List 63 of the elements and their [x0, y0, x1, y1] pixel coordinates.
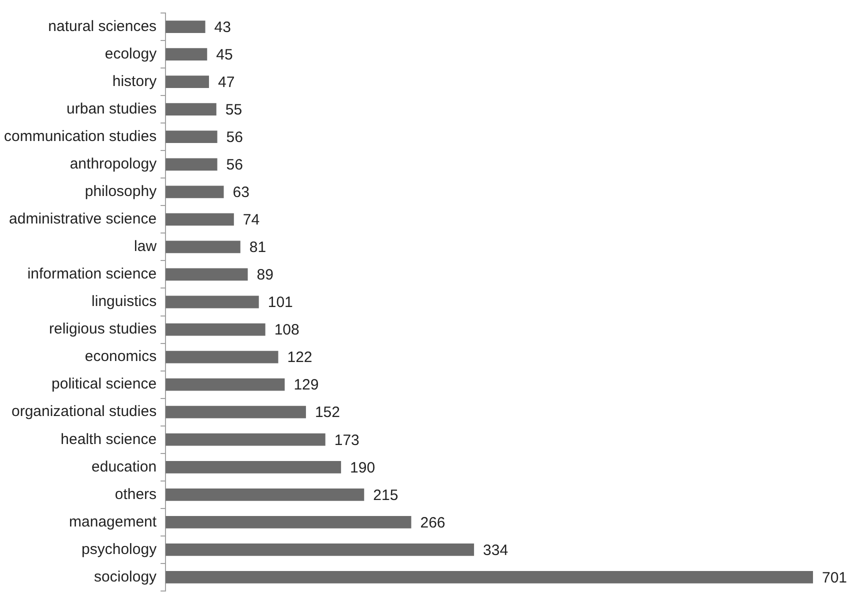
- data-label: 47: [218, 74, 235, 91]
- bar: [166, 378, 285, 391]
- bar: [166, 130, 218, 144]
- data-label: 152: [314, 404, 340, 422]
- bar: [166, 488, 364, 501]
- bar: [166, 76, 209, 88]
- y-tick-label: ecology: [104, 45, 158, 62]
- y-tick-label: administrative science: [9, 210, 157, 228]
- data-label: 266: [420, 514, 446, 532]
- bar: [166, 516, 412, 528]
- data-label: 81: [249, 239, 266, 256]
- data-label: 56: [226, 156, 243, 174]
- bar: [166, 158, 218, 171]
- data-label: 43: [214, 18, 231, 36]
- y-tick-label: organizational studies: [11, 403, 157, 420]
- y-tick-label: history: [112, 72, 158, 90]
- y-tick-label: sociology: [94, 568, 158, 586]
- y-tick-label: education: [92, 458, 157, 476]
- y-tick-label: communication studies: [4, 128, 157, 145]
- bar: [166, 433, 326, 446]
- y-tick-label: health science: [60, 430, 157, 448]
- data-label: 101: [268, 294, 293, 312]
- y-tick-label: linguistics: [92, 293, 157, 310]
- y-tick-label: others: [114, 486, 157, 503]
- bar: [166, 20, 206, 33]
- y-tick-label: management: [69, 513, 158, 530]
- bar: [166, 240, 240, 254]
- y-tick-label: economics: [84, 348, 157, 366]
- y-tick-label: information science: [27, 266, 157, 283]
- y-tick-label: philosophy: [84, 183, 158, 200]
- data-label: 701: [822, 569, 848, 586]
- y-tick-label: natural sciences: [48, 18, 157, 35]
- bar: [166, 571, 813, 584]
- data-label: 173: [334, 432, 360, 449]
- bar: [166, 48, 208, 60]
- data-label: 215: [373, 486, 398, 504]
- bar: [166, 544, 474, 556]
- y-tick-label: urban studies: [66, 100, 157, 118]
- data-label: 129: [294, 376, 319, 394]
- y-tick-label: political science: [52, 376, 157, 393]
- data-label: 74: [242, 212, 260, 229]
- bar: [166, 186, 224, 198]
- data-label: 55: [225, 101, 242, 118]
- bar: [166, 268, 248, 281]
- bar: [166, 406, 306, 418]
- data-label: 334: [483, 542, 508, 559]
- data-label: 45: [216, 46, 233, 64]
- y-tick-label: religious studies: [49, 320, 157, 338]
- y-tick-label: psychology: [82, 540, 158, 558]
- y-tick-label: law: [134, 238, 157, 256]
- data-label: 108: [274, 322, 300, 339]
- data-label: 89: [256, 266, 274, 284]
- bar: [166, 296, 259, 308]
- data-label: 56: [226, 129, 243, 146]
- bar: [166, 103, 216, 116]
- bar: [166, 323, 266, 336]
- bar: [166, 460, 342, 474]
- y-tick-label: anthropology: [70, 156, 158, 173]
- bar: [166, 213, 234, 226]
- data-label: 190: [350, 459, 376, 476]
- data-label: 63: [232, 184, 250, 202]
- data-label: 122: [287, 349, 312, 366]
- bar: [166, 350, 278, 364]
